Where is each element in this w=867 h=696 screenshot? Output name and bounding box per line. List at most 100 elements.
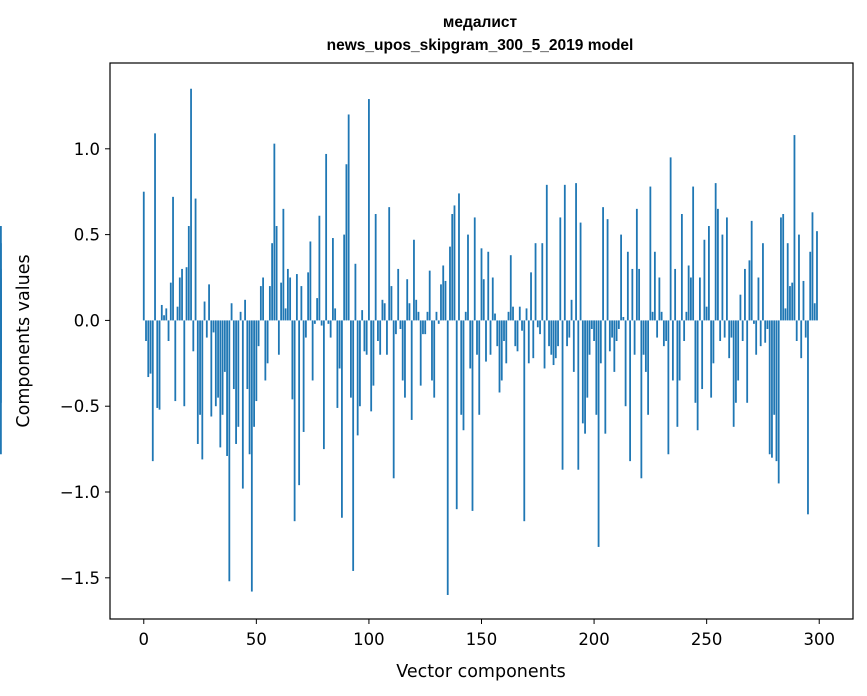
bar-57 xyxy=(271,243,274,321)
bar-93 xyxy=(352,320,355,571)
bar-59 xyxy=(275,226,278,321)
bar-undefined xyxy=(0,320,2,341)
bar-272 xyxy=(755,320,758,355)
bar-235 xyxy=(671,320,674,381)
bar-251 xyxy=(708,226,710,321)
bar-140 xyxy=(458,193,460,321)
bar-34 xyxy=(219,320,222,448)
bar-22 xyxy=(192,320,195,352)
bar-261 xyxy=(730,320,733,338)
bar-180 xyxy=(548,320,550,347)
bar-288 xyxy=(791,282,794,321)
bar-256 xyxy=(719,320,722,341)
bar-47 xyxy=(248,320,251,455)
bar-177 xyxy=(541,243,544,321)
bar-3 xyxy=(149,320,152,374)
x-tick-label: 50 xyxy=(246,630,267,649)
bar-289 xyxy=(793,135,796,321)
bar-194 xyxy=(579,222,582,321)
bar-94 xyxy=(354,263,357,321)
bar-69 xyxy=(298,320,301,486)
bar-67 xyxy=(293,320,296,522)
bar-series xyxy=(0,88,818,595)
bar-118 xyxy=(408,303,411,321)
bar-277 xyxy=(766,320,769,329)
bar-151 xyxy=(482,279,485,321)
x-axis-ticks: 0 50 100 150 200 250 300 xyxy=(139,619,835,649)
bar-297 xyxy=(811,212,814,321)
bar-205 xyxy=(604,320,607,434)
bar-101 xyxy=(370,320,373,412)
bar-265 xyxy=(739,294,742,321)
bar-161 xyxy=(505,320,508,364)
bar-162 xyxy=(507,311,510,321)
bar-125 xyxy=(424,320,427,335)
bar-214 xyxy=(624,320,627,407)
bar-undefined xyxy=(0,320,2,455)
bar-213 xyxy=(622,316,625,321)
bar-231 xyxy=(662,320,665,347)
y-tick-label: −0.5 xyxy=(60,397,100,416)
bar-37 xyxy=(226,320,228,456)
bar-158 xyxy=(498,320,501,393)
x-tick-label: 250 xyxy=(691,630,723,649)
bar-276 xyxy=(764,320,767,343)
bar-195 xyxy=(581,320,584,424)
bar-68 xyxy=(295,274,298,321)
bar-149 xyxy=(478,320,481,415)
bar-183 xyxy=(554,320,557,359)
y-tick-label: −1.0 xyxy=(60,483,100,502)
bar-91 xyxy=(347,114,350,321)
bar-21 xyxy=(190,88,192,321)
bar-257 xyxy=(721,234,724,321)
bar-36 xyxy=(223,320,226,372)
bar-159 xyxy=(500,320,503,381)
bar-137 xyxy=(451,214,454,321)
bar-9 xyxy=(163,315,165,321)
y-tick-label: −1.5 xyxy=(60,569,100,588)
bar-204 xyxy=(602,207,604,321)
bar-279 xyxy=(771,320,773,458)
bar-32 xyxy=(214,320,217,407)
bar-126 xyxy=(426,311,429,321)
bar-124 xyxy=(422,320,424,335)
y-tick-label: 1.0 xyxy=(74,140,100,159)
bar-53 xyxy=(262,277,264,321)
bar-28 xyxy=(205,320,208,338)
bar-19 xyxy=(185,267,188,321)
bar-71 xyxy=(302,320,305,432)
bar-191 xyxy=(572,320,575,372)
bar-193 xyxy=(577,320,580,470)
bar-173 xyxy=(532,320,535,359)
bar-98 xyxy=(363,320,366,352)
bar-242 xyxy=(687,265,690,321)
bar-188 xyxy=(566,320,568,347)
bar-51 xyxy=(257,320,260,347)
bar-116 xyxy=(404,320,406,398)
bar-106 xyxy=(381,299,384,321)
bar-40 xyxy=(232,320,235,390)
bar-223 xyxy=(644,320,647,372)
bar-172 xyxy=(530,272,532,321)
bar-298 xyxy=(813,303,816,321)
bar-174 xyxy=(534,243,537,321)
bar-167 xyxy=(518,306,521,321)
bar-92 xyxy=(350,320,352,398)
bar-2 xyxy=(147,320,150,378)
bar-267 xyxy=(744,268,746,321)
bar-215 xyxy=(626,251,629,321)
bar-248 xyxy=(701,320,704,390)
bar-160 xyxy=(503,320,505,341)
bar-13 xyxy=(172,196,174,321)
bar-117 xyxy=(406,279,409,321)
bar-229 xyxy=(658,277,661,321)
plot-frame xyxy=(109,62,854,620)
bar-247 xyxy=(699,277,701,321)
bar-220 xyxy=(638,268,641,321)
bar-89 xyxy=(343,234,346,321)
y-axis-label: Components values xyxy=(14,254,34,427)
bar-142 xyxy=(462,320,465,431)
bar-75 xyxy=(311,320,314,381)
bar-undefined xyxy=(0,277,2,321)
